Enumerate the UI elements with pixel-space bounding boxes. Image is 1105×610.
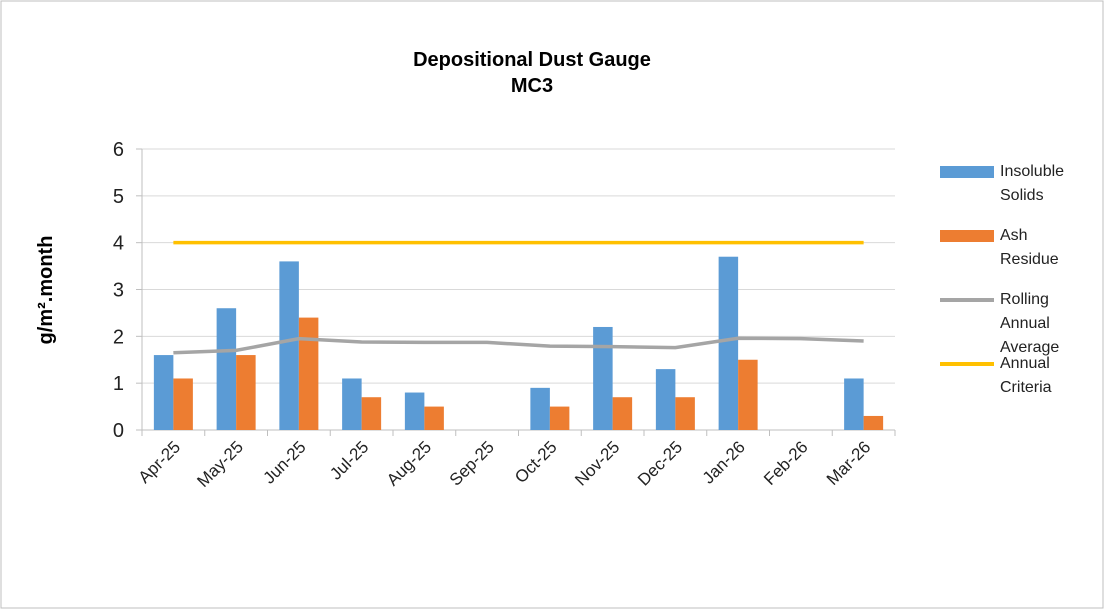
y-tick-label: 2	[113, 326, 124, 348]
legend-swatch	[940, 362, 994, 366]
bar	[424, 406, 444, 430]
legend-entry: Insoluble Solids	[940, 160, 1080, 224]
legend-swatch	[940, 298, 994, 302]
y-tick-label: 3	[113, 280, 124, 302]
chart-subtitle: MC3	[511, 75, 553, 97]
y-tick-label: 5	[113, 186, 124, 208]
bar	[593, 326, 613, 430]
legend-label: Annual Criteria	[1000, 355, 1052, 396]
bar	[236, 355, 256, 430]
bar	[655, 369, 676, 430]
bar	[361, 397, 382, 430]
y-tick-label: 6	[113, 139, 124, 161]
bar	[549, 406, 570, 430]
y-tick-label: 0	[113, 420, 124, 442]
legend-label: Rolling Annual Average	[1000, 291, 1060, 356]
legend-entry: Rolling Annual Average	[940, 288, 1080, 356]
y-tick-label: 1	[113, 373, 124, 395]
y-axis-label: g/m².month	[35, 236, 57, 345]
line	[173, 336, 864, 355]
bar	[404, 392, 425, 430]
bar	[675, 397, 695, 430]
y-tick-label: 4	[113, 233, 124, 255]
bar	[342, 378, 362, 430]
legend-entry: Ash Residue	[940, 224, 1080, 288]
legend: Insoluble Solids Ash Residue Rolling Annua…	[940, 160, 1080, 416]
bar	[216, 308, 237, 430]
bar	[612, 397, 633, 430]
bar	[844, 378, 864, 430]
bar	[863, 415, 884, 430]
bar	[173, 378, 193, 430]
bar	[738, 359, 758, 430]
legend-label: Insoluble Solids	[1000, 163, 1065, 204]
legend-entry: Annual Criteria	[940, 352, 1080, 416]
legend-label: Ash Residue	[1000, 227, 1059, 268]
legend-swatch	[940, 230, 994, 242]
bar	[153, 355, 174, 430]
bar	[279, 261, 299, 430]
legend-swatch	[940, 166, 994, 178]
bar	[718, 256, 739, 430]
bar	[530, 387, 550, 430]
bar	[298, 317, 319, 430]
chart-title: Depositional Dust Gauge	[413, 49, 651, 71]
